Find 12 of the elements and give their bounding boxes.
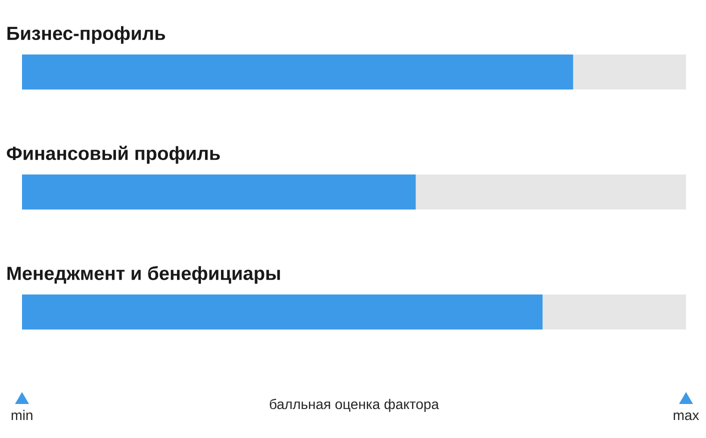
y-tick-label: Финансовый профиль [6,146,220,164]
bar [22,174,416,210]
bar [22,54,574,90]
text: min [12,410,32,420]
y-tick-label: Менеджмент и бенефициары [7,266,280,284]
bar [22,294,543,330]
bar [542,294,686,330]
text: max [674,412,700,420]
x-axis-title: балльная оценка фактора [270,398,439,412]
y-tick-label: Бизнес-профиль [7,26,166,44]
bar [416,174,686,210]
bar [573,54,686,90]
